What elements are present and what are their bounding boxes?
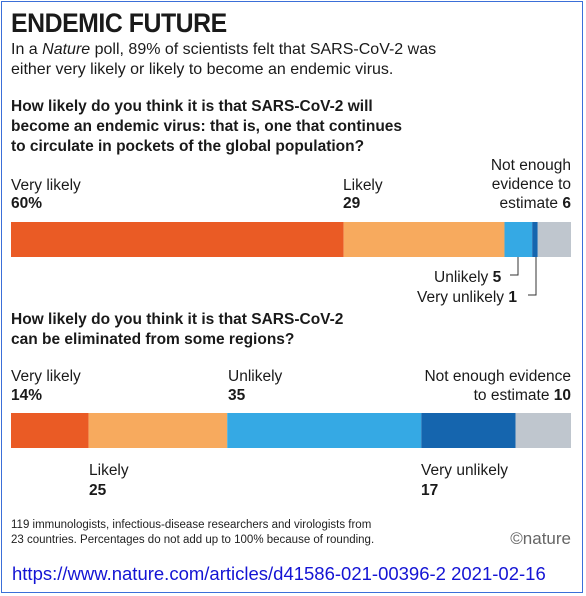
chart1-value-nee: 6 — [562, 195, 571, 212]
chart1-leader-very-unlikely — [528, 256, 537, 296]
chart1-value-very-likely: 60% — [11, 195, 43, 212]
chart1-value-likely: 29 — [343, 195, 361, 212]
subtitle-post: poll, 89% of scientists felt that SARS-C… — [90, 41, 437, 58]
chart1-label-nee-line-1: Not enough — [490, 157, 571, 174]
chart2-value-very-likely: 14% — [11, 387, 43, 404]
footnote-line-1: 119 immunologists, infectious-disease re… — [11, 519, 372, 531]
chart1-label-very-unlikely-row: Very unlikely 1 — [417, 288, 517, 307]
chart1-leader-unlikely — [510, 256, 519, 276]
chart1-label-likely: Likely — [343, 177, 383, 194]
subtitle-emphasis: Nature — [42, 41, 91, 58]
chart2-value-very-unlikely: 17 — [421, 482, 439, 499]
subtitle-line-1: In a Nature poll, 89% of scientists felt… — [11, 40, 436, 59]
chart2-bar-very-likely — [11, 413, 89, 448]
chart2-label-nee-line-2: to estimate 10 — [474, 386, 571, 405]
chart2-value-unlikely: 35 — [228, 387, 246, 404]
nature-logo: ©nature — [510, 529, 571, 548]
chart2-label-nee-text: to estimate — [473, 387, 550, 404]
subtitle-line-2: either very likely or likely to become a… — [11, 61, 394, 78]
chart2-bar-likely — [88, 413, 228, 448]
chart2-bar-unlikely — [227, 413, 422, 448]
chart1-question-line-3: to circulate in pockets of the global po… — [11, 138, 365, 155]
chart2-value-nee: 10 — [553, 387, 571, 404]
subtitle-pre: In a — [11, 41, 43, 58]
chart2-bar-very-unlikely — [421, 413, 516, 448]
chart1-label-very-likely: Very likely — [11, 177, 81, 194]
chart1-bar-likely — [343, 222, 505, 257]
chart1-value-unlikely: 5 — [492, 269, 502, 286]
source-url: https://www.nature.com/articles/d41586-0… — [12, 563, 546, 584]
chart1-label-nee-line-2: evidence to — [491, 176, 571, 193]
chart2-value-likely: 25 — [89, 482, 107, 499]
chart2-label-very-likely: Very likely — [11, 368, 81, 385]
chart1-label-very-unlikely: Very unlikely — [417, 289, 505, 306]
chart2-label-very-unlikely: Very unlikely — [421, 462, 509, 479]
chart1-label-nee-line-3: estimate 6 — [499, 194, 571, 213]
chart2-label-nee-line-1: Not enough evidence — [424, 368, 571, 385]
chart2-label-unlikely: Unlikely — [228, 368, 283, 385]
chart1-question-line-2: become an endemic virus: that is, one th… — [11, 118, 403, 135]
chart1-bar-unlikely — [504, 222, 533, 257]
chart1-label-unlikely-row: Unlikely 5 — [434, 268, 501, 287]
figure-title: ENDEMIC FUTURE — [11, 8, 227, 38]
chart1-question-line-1: How likely do you think it is that SARS-… — [11, 98, 373, 115]
chart1-label-unlikely: Unlikely — [434, 269, 489, 286]
chart2-bar-not-enough-evidence-to-estimate — [515, 413, 571, 448]
chart1-value-very-unlikely: 1 — [508, 289, 517, 306]
chart2-question-line-1: How likely do you think it is that SARS-… — [11, 311, 344, 328]
chart1-bar-not-enough-evidence-to-estimate — [537, 222, 571, 257]
footnote-line-2: 23 countries. Percentages do not add up … — [11, 534, 375, 546]
chart2-question-line-2: can be eliminated from some regions? — [11, 331, 295, 348]
chart1-label-nee-text: estimate — [499, 195, 559, 212]
chart1-bar-very-likely — [11, 222, 344, 257]
chart1-bar-very-unlikely — [532, 222, 538, 257]
chart2-label-likely: Likely — [89, 462, 129, 479]
